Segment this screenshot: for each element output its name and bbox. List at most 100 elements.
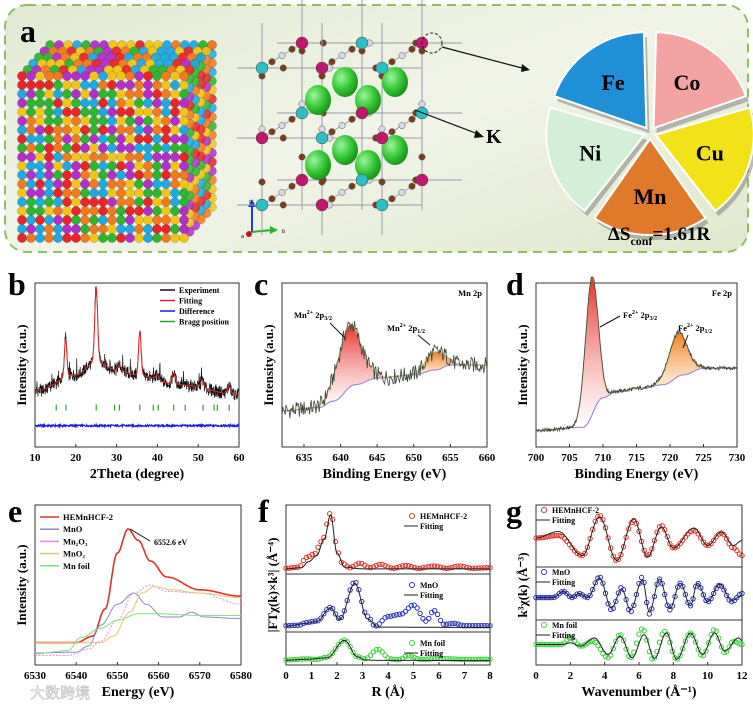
chart-title: Mn 2p [458,288,482,298]
metal-node-m [255,131,269,145]
data-point [618,632,624,638]
atom-sphere [161,188,171,198]
atom-sphere [125,134,135,144]
atom-sphere [89,152,99,162]
legend-label: Bragg position [179,318,230,327]
data-point [402,653,409,660]
data-point [674,656,681,662]
data-point [723,648,730,655]
data-point [644,552,650,558]
atom-sphere [44,233,54,243]
plot-frame [285,504,491,666]
atom-sphere [71,107,81,117]
axis-b-arrowhead [270,226,278,234]
pie-slice-label: Fe [601,70,624,95]
atom-sphere [53,107,63,117]
atom-sphere [107,116,117,126]
atom-sphere [161,215,171,225]
data-point [592,639,598,646]
atom-sphere [71,134,81,144]
atom-sphere [17,161,27,171]
data-point [600,650,606,657]
atom-sphere [53,161,63,171]
metal-node-m [415,173,429,187]
nitrogen-atom [418,100,426,108]
atom-sphere [125,170,135,180]
atom-sphere [125,215,135,225]
data-point [613,638,619,644]
atom-sphere [80,89,90,99]
atom-sphere [107,179,117,189]
atom-sphere [143,170,153,180]
atom-sphere [62,224,72,234]
annotation-j: 1/2 [705,329,713,335]
x-tick-label: 705 [561,452,578,464]
metal-node-m [315,198,329,212]
data-point [408,653,415,659]
series-experiment [535,276,738,433]
x-tick-label: 3 [360,670,366,682]
atom-sphere [98,152,108,162]
atom-sphere [35,107,45,117]
data-point [463,656,470,663]
nitrogen-atom [398,189,406,196]
atom-sphere [170,125,180,135]
data-point [620,637,627,644]
atom-sphere [71,98,81,108]
atom-sphere [179,116,189,126]
atom-sphere [134,215,144,225]
atom-sphere [89,80,99,90]
atom-sphere [44,179,54,189]
atom-sphere [152,188,162,198]
atom-sphere [62,98,72,108]
annotation-arrow [599,315,621,328]
carbon-atom [388,58,396,66]
atom-sphere [26,179,36,189]
atom-sphere [161,107,171,117]
y-axis-title: Intensity (a.u.) [515,324,530,405]
data-point [431,563,438,569]
atom-sphere [107,134,117,144]
atom-sphere [179,143,189,153]
atom-sphere [26,233,36,243]
data-point [391,612,397,619]
atom-sphere [107,224,117,234]
carbon-atom [388,195,396,203]
atom-sphere [53,233,63,243]
atom-sphere [17,224,27,234]
data-point [388,565,394,571]
x-tick-label: 30 [111,452,123,464]
atom-sphere [98,143,108,153]
data-point [463,564,470,571]
atom-sphere [170,215,180,225]
atom-sphere [98,80,108,90]
series-fitting [286,582,490,628]
atom-sphere [107,152,117,162]
pie-slice-label: Co [673,70,700,95]
x-tick-label: 12 [737,670,749,682]
atom-sphere [80,215,90,225]
atom-sphere [71,143,81,153]
data-point [455,656,461,662]
atom-sphere [80,179,90,189]
peak-annotation: Mn2+ 2p3/2 [294,310,332,322]
data-point [646,648,652,655]
atom-sphere [152,116,162,126]
data-point [315,656,321,662]
data-point [437,564,444,570]
data-point [449,656,455,662]
data-point [472,656,479,663]
carbon-atom [388,128,396,136]
data-point [641,628,647,634]
atom-sphere [143,107,153,117]
data-point [721,531,727,538]
data-point [303,554,310,561]
data-point [703,648,709,654]
atom-sphere [17,134,27,144]
atom-sphere [116,125,126,135]
data-point [584,640,591,646]
atom-sphere [53,224,63,234]
atom-sphere [134,188,144,198]
k-arrow [414,109,479,135]
